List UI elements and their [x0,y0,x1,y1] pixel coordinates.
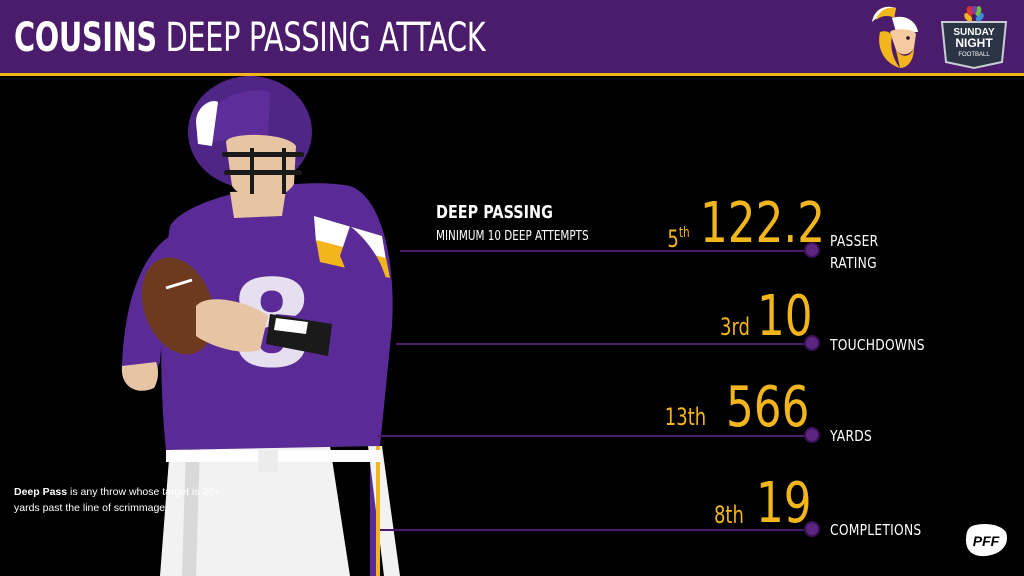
stat-rank-number: 3rd [720,313,750,341]
stat-label-line: RATING [830,254,877,272]
stat-label: TOUCHDOWNS [830,334,925,356]
stat-label: PASSER RATING [830,230,878,274]
stat-value: 10 [757,284,813,349]
stat-label-line: COMPLETIONS [830,521,922,539]
stat-value: 566 [726,375,810,440]
stat-row-line [380,529,814,531]
stat-rank: 5th [668,220,690,252]
stat-rank: 3rd [720,314,750,340]
stat-rank-number: 13th [664,403,706,431]
stat-row-dot [804,521,820,537]
stat-label-line: TOUCHDOWNS [830,336,925,354]
section-heading: DEEP PASSING [436,202,553,223]
snf-line2: NIGHT [955,36,993,50]
snf-line1: SUNDAY [953,27,995,38]
player-image: 8 [121,76,400,576]
stat-value: 19 [756,471,812,536]
page-title: COUSINS DEEP PASSING ATTACK [14,15,486,61]
stat-label: COMPLETIONS [830,519,921,541]
section-subheading: MINIMUM 10 DEEP ATTEMPTS [436,229,589,244]
stat-row-line [378,435,814,437]
snf-logo-icon: SUNDAY NIGHT FOOTBALL [940,6,1008,70]
stat-rank: 8th [714,502,744,528]
stat-rank: 13th [665,404,706,430]
stat-rank-number: 8th [714,501,744,529]
stat-rank-suffix: th [679,225,690,241]
stat-row-dot [804,335,820,351]
vikings-logo-icon [872,6,918,68]
stat-row-line [396,343,814,345]
title-rest: DEEP PASSING ATTACK [165,15,486,61]
pff-logo-icon: PFF [966,524,1008,557]
stat-row-line [400,250,814,252]
stat-row-dot [804,242,820,258]
stat-value: 122.2 [700,191,826,256]
snf-line3: FOOTBALL [958,52,990,58]
footnote-term: Deep Pass [14,486,68,498]
stat-rank-number: 5 [667,225,680,253]
footnote-text: is any throw whose target is 20+ yards p… [14,486,221,514]
stat-label: YARDS [830,425,872,447]
footnote: Deep Pass is any throw whose target is 2… [14,484,234,516]
header-band: COUSINS DEEP PASSING ATTACK SUNDAY NIGHT… [0,0,1024,76]
stat-label-line: YARDS [830,427,873,445]
pff-text: PFF [973,533,1000,549]
title-name: COUSINS [14,15,157,61]
stat-label-line: PASSER [830,232,879,250]
stat-row-dot [804,427,820,443]
